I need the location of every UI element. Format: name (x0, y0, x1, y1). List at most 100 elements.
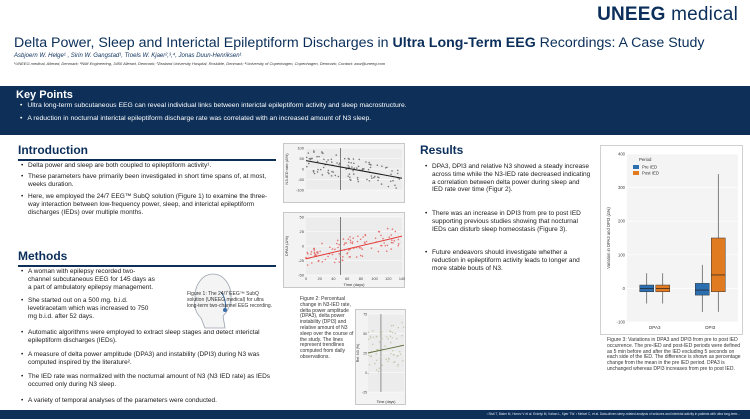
legend-title: Period (639, 157, 652, 162)
data-point (361, 248, 364, 251)
data-point (313, 247, 315, 250)
data-point (386, 336, 388, 338)
data-point (380, 355, 382, 358)
data-point (313, 151, 315, 153)
trend-line (305, 160, 403, 179)
data-point (369, 166, 372, 169)
data-point (348, 166, 351, 168)
fig3-boxplot-svg: 400 300 200 100 0 -100 Variation in DPA3 and D… (606, 152, 738, 330)
data-point (375, 352, 377, 355)
data-point (394, 184, 396, 187)
x-axis-label: Time (days) (377, 400, 396, 404)
data-point (397, 355, 399, 357)
data-point (390, 352, 392, 355)
data-point (392, 324, 395, 327)
data-point (380, 338, 382, 340)
data-point (345, 242, 348, 244)
y-tick-label: 25 (300, 229, 305, 234)
legend-swatch (633, 165, 639, 169)
data-point (316, 155, 318, 158)
data-point (317, 252, 319, 255)
y-axis-label: Rel. N3 (%) (356, 344, 360, 363)
data-point (384, 244, 387, 247)
key-point-2: A reduction in nocturnal interictal epil… (20, 115, 371, 122)
data-point (359, 238, 362, 241)
data-point (353, 162, 355, 165)
data-point (349, 241, 352, 244)
data-point (380, 333, 383, 336)
data-point (389, 180, 392, 183)
data-point (391, 239, 393, 241)
fig2-panel-2-plot: 50 25 0 -25 -50 DPA3 (Δ%) 0 20 40 60 80 100 120 140 Ti… (284, 215, 405, 288)
data-point (365, 240, 368, 243)
data-point (321, 260, 324, 263)
data-point (347, 161, 350, 164)
data-point (313, 252, 316, 255)
data-point (389, 330, 391, 332)
data-point (338, 243, 340, 246)
data-point (349, 176, 351, 179)
data-point (330, 175, 333, 177)
data-point (352, 158, 355, 160)
data-point (396, 172, 399, 175)
key-points-heading: Key Points (16, 89, 73, 101)
data-point (313, 254, 316, 257)
data-point (367, 338, 370, 340)
data-point (390, 241, 393, 244)
affiliations: ¹UNEEG medical, Allerød, Denmark; ²NMI E… (14, 61, 386, 66)
data-point (317, 168, 319, 171)
data-point (390, 173, 392, 176)
y-tick-label: -50 (298, 177, 305, 182)
data-point (401, 334, 403, 337)
y-tick-label: -25 (298, 258, 305, 263)
box-pre-ied (695, 283, 710, 296)
data-point (356, 240, 359, 243)
legend-entry: Post IED (642, 171, 659, 176)
data-point (389, 335, 392, 338)
data-point (377, 250, 380, 253)
data-point (367, 372, 369, 375)
fig2-panel-4-plot: 75 50 25 0 -25 Time (days) Rel. N3 (%) (356, 312, 405, 404)
methods-bullet-6: A variety of temporal analyses of the pa… (21, 397, 273, 405)
data-point (306, 264, 309, 266)
data-point (377, 179, 379, 182)
data-point (397, 244, 400, 247)
fig2-panel-1: 100 50 0 -50 -100 N3-IED rate (Δ%) (283, 143, 405, 203)
data-point (402, 326, 405, 328)
data-point (390, 331, 392, 333)
data-point (347, 157, 350, 160)
y-tick-label: 100 (297, 146, 304, 151)
data-point (381, 364, 383, 367)
data-point (334, 174, 337, 177)
x-axis-label: Time (days) (344, 282, 366, 287)
footer-references: ¹ Sisti T, Bialer M, Honev V et al. Erde… (486, 412, 740, 416)
data-point (372, 336, 375, 339)
legend-swatch (633, 171, 639, 175)
data-point (313, 249, 316, 251)
data-point (336, 242, 338, 245)
data-point (386, 227, 389, 230)
uneeg-logo: UNEEG medical (597, 4, 738, 26)
x-tick-label: 80 (359, 277, 363, 281)
data-point (350, 162, 352, 164)
poster-title: Delta Power, Sleep and Interictal Epilep… (14, 35, 744, 51)
data-point (348, 173, 351, 175)
y-tick-label: 50 (363, 332, 367, 336)
data-point (390, 325, 393, 327)
data-point (370, 175, 373, 177)
figure1-caption: Figure 1: The 24/7 EEG™ SubQ solution (U… (187, 291, 273, 309)
y-axis-label: Variation in DPA3 and DPI3 (Δ%) (606, 207, 611, 269)
x-category-label: DPI3 (705, 325, 716, 330)
data-point (381, 165, 383, 167)
trend-line (367, 344, 405, 354)
data-point (327, 169, 330, 172)
data-point (310, 253, 312, 255)
x-tick-label: 120 (385, 277, 391, 281)
data-point (327, 171, 329, 174)
data-point (319, 250, 321, 253)
data-point (341, 259, 344, 261)
data-point (332, 171, 335, 173)
data-point (349, 236, 351, 238)
y-tick-label: -50 (298, 273, 305, 278)
data-point (311, 262, 313, 264)
